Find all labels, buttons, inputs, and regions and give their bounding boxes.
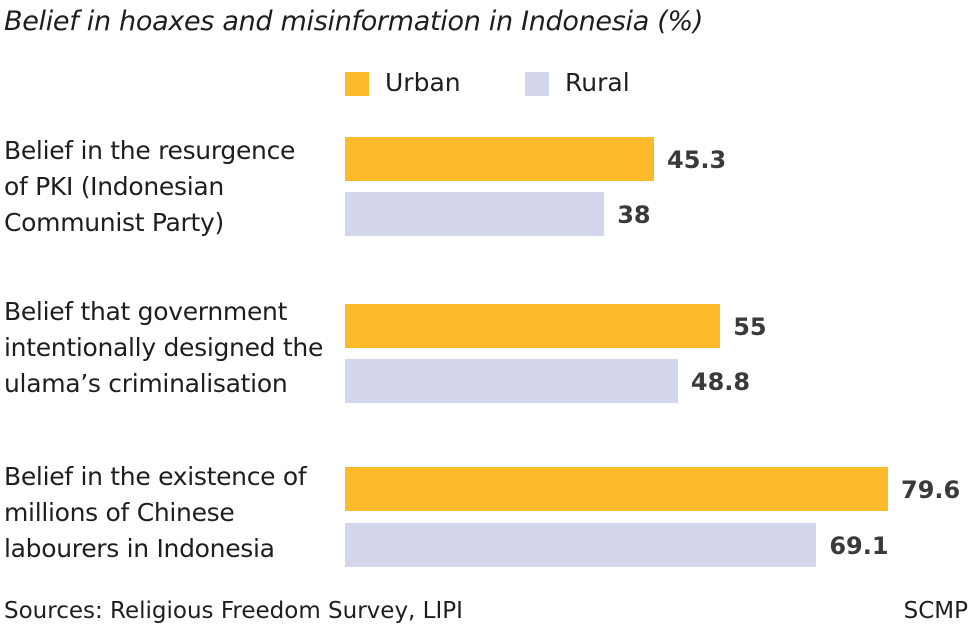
category-label-line: intentionally designed the <box>4 333 324 362</box>
value-label-rural-pki: 38 <box>617 201 651 229</box>
brand-label: SCMP <box>903 598 968 624</box>
value-label-urban-pki: 45.3 <box>667 146 727 174</box>
category-label-line: Communist Party) <box>4 208 224 237</box>
value-label-urban-ulama: 55 <box>733 313 767 341</box>
bar-rural-chinese-labourers <box>345 523 817 567</box>
category-label-line: millions of Chinese <box>4 498 235 527</box>
category-label-line: of PKI (Indonesian <box>4 172 224 201</box>
legend-swatch-urban <box>345 72 369 96</box>
category-label-chinese-labourers: Belief in the existence of millions of C… <box>4 459 307 567</box>
bar-urban-pki <box>345 137 655 181</box>
bar-rural-ulama <box>345 359 678 403</box>
category-label-pki: Belief in the resurgence of PKI (Indones… <box>4 133 295 241</box>
source-note: Sources: Religious Freedom Survey, LIPI <box>4 598 463 624</box>
chart-title: Belief in hoaxes and misinformation in I… <box>4 6 704 37</box>
legend-label-urban: Urban <box>385 68 461 97</box>
bar-urban-chinese-labourers <box>345 467 888 511</box>
category-label-line: Belief in the resurgence <box>4 136 296 165</box>
bar-urban-ulama <box>345 304 721 348</box>
value-label-rural-ulama: 48.8 <box>690 368 751 396</box>
category-label-line: Belief that government <box>4 297 288 326</box>
category-label-line: ulama’s criminalisation <box>4 369 288 398</box>
bar-rural-pki <box>345 192 605 236</box>
legend-label-rural: Rural <box>565 68 630 97</box>
category-label-line: Belief in the existence of <box>4 462 307 491</box>
legend-swatch-rural <box>525 72 549 96</box>
category-label-line: labourers in Indonesia <box>4 534 275 563</box>
category-label-ulama: Belief that government intentionally des… <box>4 294 323 402</box>
value-label-urban-chinese-labourers: 79.6 <box>901 476 961 504</box>
value-label-rural-chinese-labourers: 69.1 <box>829 532 889 560</box>
